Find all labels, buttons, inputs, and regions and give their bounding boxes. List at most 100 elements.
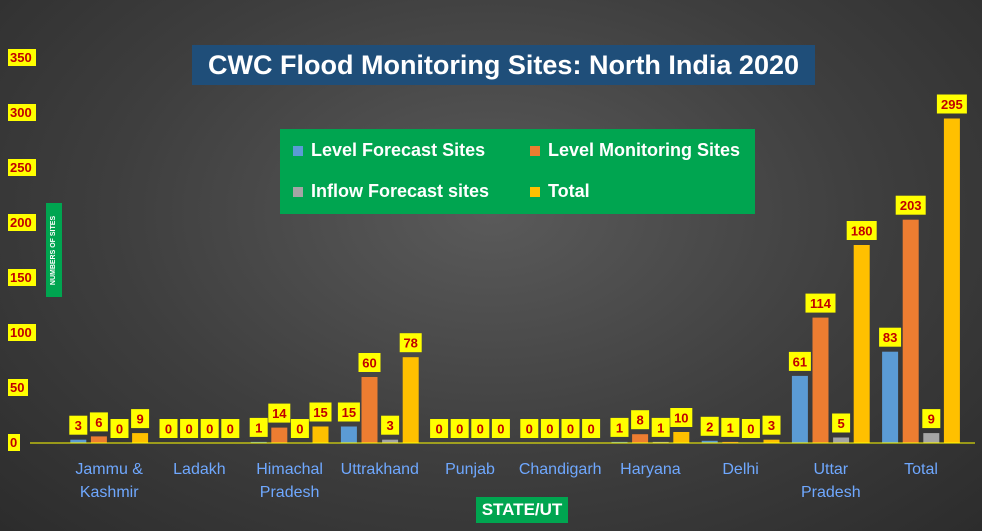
data-label-bg xyxy=(922,409,941,429)
y-tick-label: 250 xyxy=(10,160,32,175)
data-label: 0 xyxy=(185,422,192,437)
data-label-bg xyxy=(221,419,240,438)
data-label: 1 xyxy=(657,420,664,435)
data-label: 0 xyxy=(497,422,504,437)
x-tick-label: Chandigarh xyxy=(519,461,602,478)
legend-item-total: Total xyxy=(530,181,590,202)
bar xyxy=(382,439,399,443)
data-label: 0 xyxy=(227,422,234,437)
y-tick-bg xyxy=(8,104,36,121)
data-label-bg xyxy=(561,419,580,438)
data-label: 114 xyxy=(810,296,832,311)
data-label: 1 xyxy=(255,420,262,435)
data-label: 203 xyxy=(900,198,922,213)
legend-item-inflow-forecast: Inflow Forecast sites xyxy=(293,181,489,202)
data-label-bg xyxy=(721,417,740,437)
bar xyxy=(722,441,739,443)
data-label: 0 xyxy=(567,422,574,437)
y-tick-label: 100 xyxy=(10,325,32,340)
data-label: 0 xyxy=(206,422,213,437)
bar xyxy=(943,118,960,443)
x-tick-label: Himachal xyxy=(256,461,323,478)
y-tick-label: 350 xyxy=(10,50,32,65)
y-axis: 0 50 100 150 200 250 300 350 xyxy=(8,49,36,451)
x-tick-label: Pradesh xyxy=(260,484,320,501)
x-tick-label: Punjab xyxy=(445,461,495,478)
data-label: 14 xyxy=(272,406,287,421)
bar xyxy=(90,436,107,443)
data-label: 3 xyxy=(768,418,775,433)
data-label: 0 xyxy=(546,422,553,437)
x-tick-label: Ladakh xyxy=(173,461,226,478)
y-tick-bg xyxy=(8,159,36,176)
bar xyxy=(361,377,378,443)
data-label: 0 xyxy=(435,422,442,437)
x-tick-label: Uttar xyxy=(813,461,848,478)
data-label: 0 xyxy=(587,422,594,437)
data-label-bg xyxy=(879,327,902,347)
data-label-bg xyxy=(249,417,268,437)
bar xyxy=(132,433,149,443)
data-label: 0 xyxy=(526,422,533,437)
data-label: 61 xyxy=(793,354,807,369)
legend-label: Level Monitoring Sites xyxy=(548,140,741,160)
y-axis-title: NUMBERS OF SITES xyxy=(46,203,62,297)
bar xyxy=(632,434,649,443)
bar xyxy=(611,441,628,443)
data-label: 0 xyxy=(116,422,123,437)
bar xyxy=(833,437,850,443)
data-label-bg xyxy=(381,415,400,435)
bar xyxy=(340,426,357,443)
x-tick-label: Total xyxy=(904,461,938,478)
bar xyxy=(902,219,919,443)
legend-swatch-inflow-forecast xyxy=(293,186,303,197)
data-label-bg xyxy=(159,419,178,438)
data-label: 9 xyxy=(136,412,143,427)
bar xyxy=(250,441,267,443)
data-label-bg xyxy=(200,419,219,438)
data-label: 10 xyxy=(674,411,688,426)
y-tick-label: 0 xyxy=(10,435,17,450)
data-label-bg xyxy=(936,94,967,114)
data-label-bg xyxy=(832,413,851,433)
data-label-bg xyxy=(309,402,332,422)
x-axis-title: STATE/UT xyxy=(476,497,568,523)
data-label: 1 xyxy=(616,420,623,435)
y-axis-title-text: NUMBERS OF SITES xyxy=(50,215,58,285)
data-label-bg xyxy=(741,419,760,438)
legend-item-level-forecast: Level Forecast Sites xyxy=(293,140,485,161)
x-axis: Jammu & Kashmir Ladakh Himachal Pradesh Uttra… xyxy=(30,442,975,501)
legend-swatch-level-monitoring xyxy=(530,145,540,156)
data-label: 0 xyxy=(747,422,754,437)
data-label-bg xyxy=(762,415,781,435)
data-label-bg xyxy=(631,410,650,430)
legend-swatch-total xyxy=(530,186,540,197)
data-label-bg xyxy=(89,412,108,432)
bar xyxy=(70,439,87,443)
bar xyxy=(791,375,808,443)
data-label-bg xyxy=(520,419,539,438)
data-label-bg xyxy=(131,409,150,429)
data-label-bg xyxy=(290,419,309,438)
data-label: 0 xyxy=(165,422,172,437)
y-tick-bg xyxy=(8,214,36,231)
y-tick-label: 300 xyxy=(10,105,32,120)
data-label-bg xyxy=(670,408,693,427)
data-label: 0 xyxy=(477,422,484,437)
data-label: 5 xyxy=(837,416,844,431)
data-label: 295 xyxy=(941,97,963,112)
data-label: 180 xyxy=(851,224,873,239)
legend: Level Forecast Sites Level Monitoring Si… xyxy=(280,129,755,214)
data-label-bg xyxy=(610,417,629,437)
bar xyxy=(402,357,419,443)
x-tick-label: Kashmir xyxy=(80,484,139,501)
data-label: 0 xyxy=(456,422,463,437)
data-label-bg xyxy=(700,416,719,436)
data-label: 8 xyxy=(636,413,643,428)
data-label: 15 xyxy=(342,405,356,420)
bar xyxy=(673,432,690,443)
y-tick-bg xyxy=(8,434,20,451)
x-tick-label: Haryana xyxy=(620,461,681,478)
data-label: 15 xyxy=(313,405,327,420)
